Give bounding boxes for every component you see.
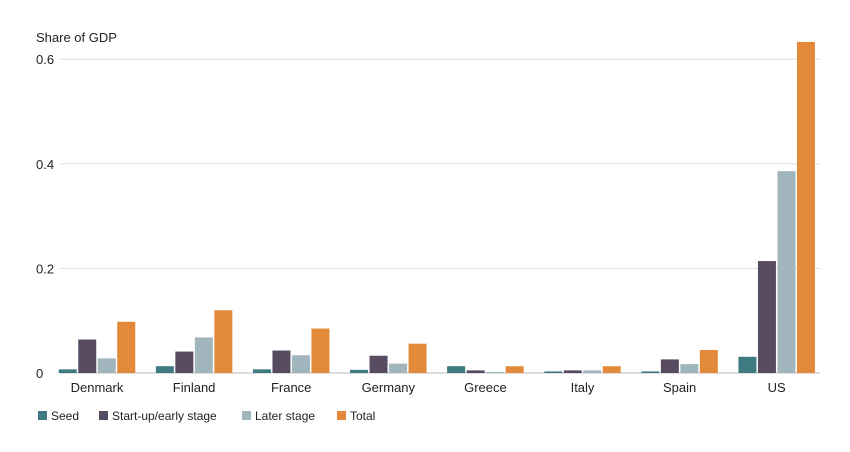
bar-italy-0 — [544, 371, 563, 373]
bar-greece-3 — [505, 366, 524, 373]
bar-italy-2 — [583, 370, 602, 373]
bar-italy-1 — [563, 370, 582, 373]
x-tick-label: Italy — [571, 380, 595, 395]
bar-france-1 — [272, 350, 291, 373]
x-tick-label: France — [271, 380, 311, 395]
legend-swatch — [38, 411, 47, 420]
legend-label: Later stage — [255, 409, 315, 423]
legend-label: Total — [350, 409, 375, 423]
y-tick-label: 0 — [36, 366, 43, 381]
bar-denmark-1 — [78, 339, 97, 373]
legend-label: Start-up/early stage — [112, 409, 217, 423]
y-axis-label: Share of GDP — [36, 30, 117, 45]
x-tick-label: Denmark — [71, 380, 124, 395]
bar-greece-1 — [466, 370, 485, 373]
x-tick-label: Germany — [362, 380, 416, 395]
bar-us-1 — [757, 261, 776, 373]
bar-spain-1 — [660, 359, 679, 373]
bar-germany-0 — [350, 369, 369, 373]
bar-italy-3 — [602, 366, 621, 373]
bar-france-3 — [311, 328, 330, 373]
bar-denmark-0 — [58, 369, 77, 373]
y-tick-label: 0.6 — [36, 52, 54, 67]
bar-finland-3 — [214, 310, 233, 373]
x-tick-label: Greece — [464, 380, 507, 395]
bar-denmark-3 — [117, 321, 136, 373]
bar-us-2 — [777, 171, 796, 373]
bar-spain-0 — [641, 371, 660, 373]
bar-greece-0 — [447, 366, 466, 373]
bar-spain-3 — [699, 349, 718, 373]
legend-label: Seed — [51, 409, 79, 423]
bar-us-3 — [796, 41, 815, 373]
legend-swatch — [337, 411, 346, 420]
y-tick-label: 0.2 — [36, 261, 54, 276]
bar-denmark-2 — [97, 358, 116, 373]
x-tick-label: Finland — [173, 380, 216, 395]
bar-germany-1 — [369, 355, 388, 373]
bar-france-0 — [252, 369, 271, 373]
legend-swatch — [242, 411, 251, 420]
x-tick-label: Spain — [663, 380, 696, 395]
bar-us-0 — [738, 356, 757, 373]
bar-germany-2 — [389, 363, 408, 373]
y-tick-label: 0.4 — [36, 157, 54, 172]
bar-finland-1 — [175, 351, 194, 373]
bar-france-2 — [291, 355, 310, 373]
x-tick-label: US — [768, 380, 786, 395]
bar-germany-3 — [408, 343, 427, 373]
bar-finland-2 — [194, 337, 213, 373]
bar-greece-2 — [486, 371, 505, 373]
bar-finland-0 — [155, 366, 174, 373]
bar-spain-2 — [680, 364, 699, 373]
legend-swatch — [99, 411, 108, 420]
